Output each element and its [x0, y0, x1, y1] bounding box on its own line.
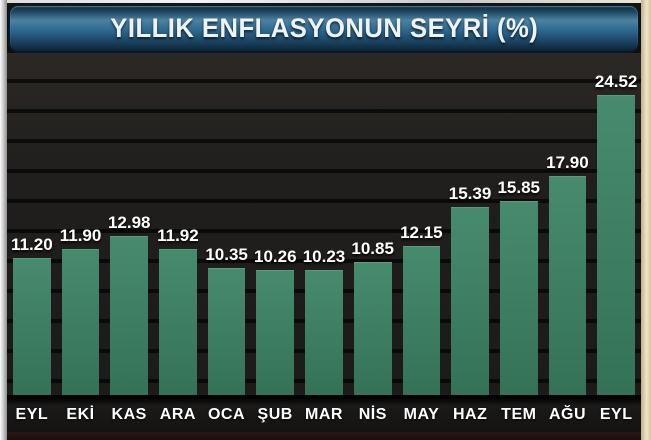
- bar-value-label: 17.90: [546, 153, 589, 172]
- bar-value-label: 11.20: [11, 235, 53, 254]
- bar-column: 10.23: [302, 247, 346, 395]
- bar-column: 17.90: [546, 153, 589, 395]
- x-axis-label-band: EYL EKİ KAS ARA OCA ŞUB MAR NİS MAY HAZ TEM AĞU EYL: [7, 395, 641, 432]
- bottom-strip: [7, 432, 641, 440]
- x-axis-label: KAS: [111, 405, 147, 423]
- bar: [110, 236, 149, 395]
- x-axis-label: MAR: [305, 405, 343, 423]
- bar-value-label: 10.85: [351, 239, 394, 258]
- bar-chart-plot-area: 11.20 11.90 12.98 11.92 10.35 10.26 10.23 10.85…: [7, 53, 641, 395]
- x-axis-label: HAZ: [452, 405, 488, 423]
- bar-value-label: 10.35: [205, 245, 248, 264]
- bar-value-label: 11.90: [59, 226, 102, 245]
- bar-value-label: 15.85: [497, 178, 540, 197]
- bar: [353, 262, 392, 395]
- bar-column: 10.35: [205, 245, 248, 395]
- bar: [597, 95, 635, 395]
- bar-value-label: 10.26: [254, 247, 297, 266]
- frame-edge-top: [0, 0, 651, 3]
- bar: [61, 249, 100, 395]
- bar-column: 10.26: [254, 247, 297, 395]
- frame-edge-right: [641, 0, 651, 440]
- bar: [256, 270, 295, 395]
- bar-column: 11.90: [59, 226, 102, 395]
- bar-column: 24.52: [594, 72, 638, 395]
- bar-value-label: 15.39: [448, 184, 492, 203]
- frame-edge-left: [0, 0, 7, 440]
- bar-value-label: 24.52: [594, 72, 638, 91]
- bar-column: 15.85: [497, 178, 540, 395]
- bar-value-label: 12.98: [107, 213, 151, 232]
- graphic-content: YILLIK ENFLASYONUN SEYRİ (%) 11.20 11.90 1…: [7, 3, 641, 440]
- x-axis-label: ARA: [159, 405, 196, 423]
- x-axis-label: NİS: [358, 405, 387, 423]
- bar: [13, 258, 51, 395]
- bar-column: 12.98: [107, 213, 151, 395]
- bar-columns: 11.20 11.90 12.98 11.92 10.35 10.26 10.23 10.85…: [7, 53, 641, 395]
- bar: [402, 246, 441, 395]
- bar: [451, 207, 489, 395]
- bar-column: 15.39: [448, 184, 492, 395]
- x-axis-label: OCA: [207, 405, 246, 423]
- bar-value-label: 12.15: [400, 223, 443, 242]
- x-axis-label: EYL: [15, 405, 49, 423]
- bar-value-label: 10.23: [302, 247, 346, 266]
- x-axis-label: EKİ: [66, 405, 95, 423]
- bar: [305, 270, 343, 395]
- x-axis-label: TEM: [501, 405, 537, 423]
- bar: [548, 176, 587, 395]
- bar-column: 11.92: [157, 226, 199, 395]
- bar: [207, 268, 246, 395]
- x-axis-label: ŞUB: [257, 405, 293, 423]
- bar: [499, 201, 538, 395]
- x-axis-label: MAY: [403, 405, 440, 423]
- bar-column: 11.20: [11, 235, 53, 395]
- x-axis-label: AĞU: [548, 405, 587, 423]
- bar-column: 10.85: [351, 239, 394, 395]
- chart-title-bar: YILLIK ENFLASYONUN SEYRİ (%): [8, 4, 640, 53]
- chart-title: YILLIK ENFLASYONUN SEYRİ (%): [109, 13, 539, 43]
- bar: [159, 249, 197, 395]
- x-axis-label: EYL: [599, 405, 633, 423]
- bar-value-label: 11.92: [157, 226, 199, 245]
- bar-column: 12.15: [400, 223, 443, 395]
